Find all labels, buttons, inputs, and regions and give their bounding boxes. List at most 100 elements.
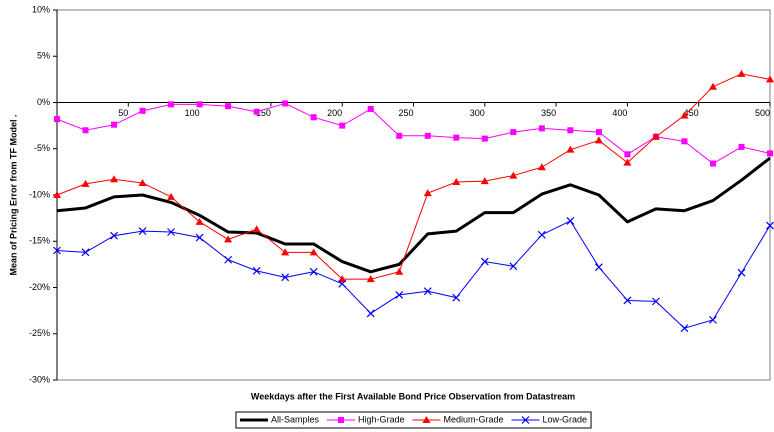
marker	[339, 122, 346, 129]
marker	[509, 171, 518, 179]
marker	[709, 315, 717, 324]
marker	[81, 179, 90, 187]
marker	[737, 69, 746, 77]
marker	[309, 248, 318, 256]
legend-marker	[422, 416, 431, 423]
marker	[709, 160, 716, 167]
marker	[81, 248, 90, 257]
y-tick-label: 10%	[32, 4, 50, 14]
marker	[509, 262, 518, 271]
y-tick-label: -30%	[29, 374, 50, 384]
marker	[480, 177, 489, 185]
marker	[310, 114, 317, 121]
marker	[338, 279, 347, 288]
marker	[766, 221, 774, 230]
marker	[281, 248, 290, 256]
marker	[453, 134, 460, 141]
marker	[139, 107, 146, 114]
marker	[110, 231, 118, 240]
marker	[481, 135, 488, 142]
y-tick-label: -25%	[29, 328, 50, 338]
marker	[53, 191, 61, 198]
series	[54, 100, 773, 167]
y-tick-label: 0%	[37, 97, 50, 107]
x-tick-label: 200	[327, 108, 342, 118]
marker	[195, 233, 204, 242]
marker	[138, 178, 147, 186]
marker	[111, 121, 118, 128]
marker	[167, 192, 176, 200]
y-tick-label: 5%	[37, 51, 50, 61]
marker	[138, 227, 147, 235]
marker	[253, 108, 260, 115]
x-tick-label: 400	[612, 108, 627, 118]
marker	[367, 105, 374, 112]
x-tick-label: 300	[470, 108, 485, 118]
marker	[651, 132, 660, 140]
marker	[767, 150, 773, 157]
marker	[623, 296, 632, 305]
x-tick-label: 150	[256, 108, 271, 118]
marker	[566, 216, 575, 225]
marker	[252, 266, 261, 275]
marker	[538, 125, 545, 132]
marker	[681, 138, 688, 145]
marker	[594, 136, 603, 144]
marker	[737, 268, 746, 277]
x-tick-label: 50	[118, 108, 128, 118]
marker	[224, 235, 233, 243]
x-axis-title: Weekdays after the First Available Bond …	[251, 391, 575, 401]
marker	[594, 263, 603, 272]
marker	[708, 82, 717, 90]
marker	[423, 189, 432, 197]
series	[56, 156, 771, 274]
marker	[651, 297, 660, 306]
y-tick-label: -10%	[29, 189, 50, 199]
marker	[395, 290, 404, 299]
legend-marker	[521, 416, 530, 424]
marker	[480, 257, 489, 266]
marker	[309, 267, 318, 276]
legend-marker	[337, 417, 344, 423]
marker	[54, 116, 60, 123]
marker	[252, 225, 261, 233]
series-line	[56, 73, 771, 280]
series-line	[56, 102, 771, 165]
legend-label: Medium-Grade	[443, 414, 503, 424]
marker	[195, 217, 204, 225]
x-tick-label: 100	[185, 108, 200, 118]
marker	[537, 163, 546, 171]
marker	[766, 75, 774, 83]
x-tick-label: 350	[541, 108, 556, 118]
marker	[168, 101, 175, 108]
legend-label: High-Grade	[358, 414, 405, 424]
marker	[452, 178, 461, 186]
legend: All-Samples High-Grade Medium-Grade Low-Gra…	[235, 411, 592, 429]
marker	[680, 111, 689, 119]
marker	[53, 246, 61, 255]
y-axis-title: Mean of Pricing Error from TF Model .	[8, 114, 18, 275]
marker	[196, 101, 203, 108]
marker	[623, 158, 632, 166]
y-tick-label: -5%	[34, 143, 50, 153]
marker	[510, 129, 517, 136]
marker	[680, 324, 689, 333]
series	[53, 69, 774, 283]
legend-label: All-Samples	[271, 414, 320, 424]
x-tick-label: 450	[684, 108, 699, 118]
marker	[281, 273, 290, 282]
marker	[423, 287, 432, 296]
marker	[452, 293, 461, 302]
y-tick-label: -20%	[29, 282, 50, 292]
marker	[624, 151, 631, 158]
x-tick-label: 250	[398, 108, 413, 118]
marker	[167, 228, 176, 236]
series	[53, 216, 774, 333]
legend-label: Low-Grade	[543, 414, 588, 424]
marker	[537, 230, 546, 239]
marker	[110, 175, 119, 183]
marker	[366, 275, 375, 283]
marker	[366, 309, 375, 318]
marker	[225, 103, 232, 110]
